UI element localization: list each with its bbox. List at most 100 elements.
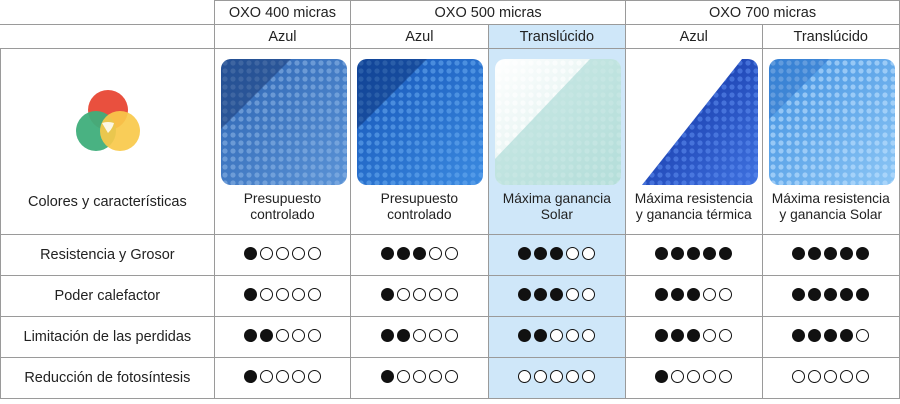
filled-dot-icon [840, 328, 854, 342]
filled-dot-icon [856, 246, 870, 260]
filled-dot-icon [840, 287, 854, 301]
filled-dot-icon [824, 246, 838, 260]
filled-dot-icon [808, 246, 822, 260]
variant-header: Translúcido [761, 24, 900, 49]
filled-dot-icon [655, 328, 669, 342]
filled-dot-icon [550, 287, 564, 301]
color-venn-icon [76, 90, 140, 151]
filled-dot-icon [518, 246, 532, 260]
product-header: OXO 500 micras [350, 0, 627, 25]
filled-dot-icon [243, 369, 257, 383]
rating-dots [380, 369, 458, 383]
filled-dot-icon [671, 246, 685, 260]
variant-header: Azul [350, 24, 489, 49]
rating-cell [350, 234, 489, 276]
rating-cell [350, 357, 489, 399]
empty-dot-icon [856, 369, 870, 383]
empty-dot-icon [566, 369, 580, 383]
filled-dot-icon [243, 246, 257, 260]
cover-blue-image [220, 59, 347, 185]
empty-dot-icon [275, 287, 289, 301]
empty-corner [0, 24, 215, 49]
filled-dot-icon [534, 287, 548, 301]
feature-row: Reducción de fotosíntesis [0, 357, 900, 399]
rating-cell [487, 234, 627, 276]
rating-cell [213, 275, 352, 317]
empty-dot-icon [291, 287, 305, 301]
rating-cell [625, 316, 763, 358]
rating-dots [792, 328, 870, 342]
filled-dot-icon [380, 246, 394, 260]
empty-dot-icon [582, 246, 596, 260]
empty-dot-icon [703, 287, 717, 301]
rating-dots [243, 287, 321, 301]
empty-dot-icon [550, 328, 564, 342]
rating-cell [625, 357, 763, 399]
swatch-cell: Máxima resistencia y ganancia Solar [761, 48, 900, 235]
rating-cell [487, 275, 627, 317]
feature-label: Poder calefactor [0, 275, 215, 317]
empty-dot-icon [566, 246, 580, 260]
empty-dot-icon [719, 328, 733, 342]
empty-dot-icon [582, 287, 596, 301]
cover-translucent-image [494, 59, 621, 185]
product-header-row: OXO 400 micras OXO 500 micras OXO 700 mi… [0, 0, 900, 25]
rating-cell [761, 234, 900, 276]
rating-dots [655, 287, 733, 301]
empty-dot-icon [671, 369, 685, 383]
empty-dot-icon [275, 246, 289, 260]
filled-dot-icon [396, 328, 410, 342]
empty-dot-icon [291, 246, 305, 260]
rating-cell [350, 316, 489, 358]
swatch-caption: Máxima ganancia Solar [502, 191, 611, 222]
empty-dot-icon [428, 246, 442, 260]
cover-blue-image [357, 59, 484, 185]
filled-dot-icon [792, 287, 806, 301]
filled-dot-icon [840, 246, 854, 260]
empty-dot-icon [412, 287, 426, 301]
cover-light-blue-image [768, 59, 895, 185]
feature-row: Limitación de las perdidas [0, 316, 900, 358]
filled-dot-icon [792, 246, 806, 260]
features-title: Colores y características [27, 194, 187, 210]
filled-dot-icon [518, 328, 532, 342]
empty-dot-icon [291, 369, 305, 383]
rating-dots [380, 287, 458, 301]
filled-dot-icon [856, 287, 870, 301]
empty-dot-icon [428, 328, 442, 342]
empty-dot-icon [275, 369, 289, 383]
empty-dot-icon [703, 369, 717, 383]
empty-dot-icon [307, 287, 321, 301]
filled-dot-icon [655, 246, 669, 260]
empty-dot-icon [566, 287, 580, 301]
variant-header: Azul [625, 24, 763, 49]
rating-dots [518, 328, 596, 342]
rating-cell [625, 275, 763, 317]
rating-dots [518, 369, 596, 383]
rating-dots [380, 328, 458, 342]
filled-dot-icon [703, 246, 717, 260]
swatch-cell: Máxima resistencia y ganancia térmica [625, 48, 763, 235]
empty-dot-icon [444, 287, 458, 301]
feature-label: Resistencia y Grosor [0, 234, 215, 276]
rating-dots [243, 246, 321, 260]
feature-row: Poder calefactor [0, 275, 900, 317]
swatch-caption: Presupuesto controlado [380, 191, 459, 222]
empty-dot-icon [687, 369, 701, 383]
empty-dot-icon [444, 328, 458, 342]
empty-dot-icon [582, 328, 596, 342]
rating-cell [487, 316, 627, 358]
empty-dot-icon [719, 369, 733, 383]
empty-dot-icon [396, 369, 410, 383]
rating-dots [380, 246, 458, 260]
empty-dot-icon [275, 328, 289, 342]
rating-dots [518, 246, 596, 260]
filled-dot-icon [412, 246, 426, 260]
filled-dot-icon [518, 287, 532, 301]
empty-dot-icon [719, 287, 733, 301]
empty-dot-icon [518, 369, 532, 383]
empty-dot-icon [856, 328, 870, 342]
product-header: OXO 700 micras [625, 0, 900, 25]
rating-cell [350, 275, 489, 317]
